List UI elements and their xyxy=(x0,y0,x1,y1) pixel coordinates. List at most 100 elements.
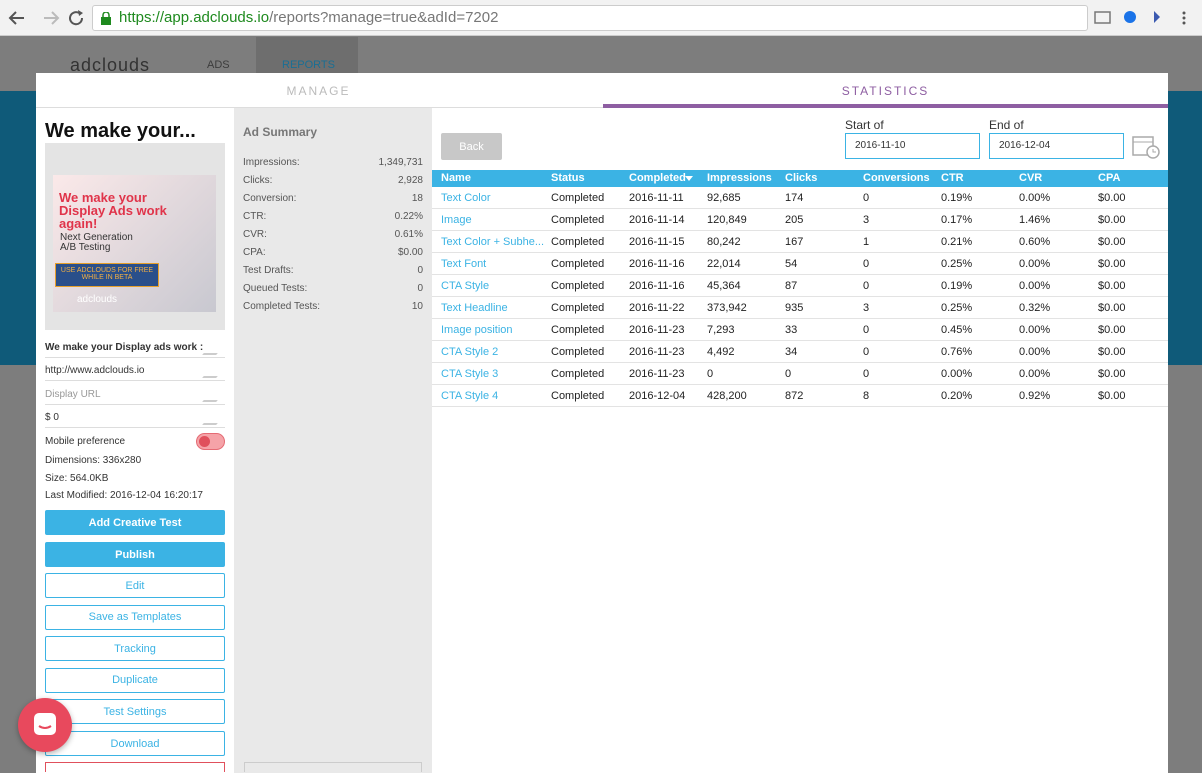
column-header[interactable]: CPA xyxy=(1098,172,1121,184)
table-cell: 0 xyxy=(863,258,870,270)
table-cell: 2016-11-16 xyxy=(629,258,685,270)
table-cell: 0.32% xyxy=(1019,302,1051,314)
test-name-link[interactable]: CTA Style 2 xyxy=(441,346,499,358)
mobile-label: Mobile preference xyxy=(45,436,126,447)
tab[interactable]: STATISTICS xyxy=(841,84,930,98)
test-name-link[interactable]: Text Color xyxy=(441,192,491,204)
action-button[interactable]: Duplicate xyxy=(45,667,225,693)
row-divider xyxy=(432,208,1168,209)
table-cell: $0.00 xyxy=(1098,258,1126,270)
preview-subline: Next Generation A/B Testing xyxy=(60,232,133,253)
column-header[interactable]: Completed xyxy=(629,172,686,184)
address-bar[interactable]: https://app.adclouds.io/reports?manage=t… xyxy=(92,5,1088,31)
column-header[interactable]: CVR xyxy=(1019,172,1043,184)
row-divider xyxy=(432,384,1168,385)
table-cell: 0.60% xyxy=(1019,236,1051,248)
table-cell: 120,849 xyxy=(707,214,747,226)
action-button[interactable]: Test Settings xyxy=(45,699,225,725)
start-date-input[interactable]: 2016-11-10 xyxy=(845,133,980,159)
extension-icons[interactable] xyxy=(1094,9,1194,27)
table-cell: 0.00% xyxy=(1019,368,1051,380)
chat-launcher[interactable] xyxy=(18,698,72,752)
test-name-link[interactable]: Image position xyxy=(441,324,513,336)
column-header[interactable]: Status xyxy=(551,172,585,184)
text-field[interactable]: Display URL xyxy=(45,385,225,405)
table-cell: 373,942 xyxy=(707,302,747,314)
column-header[interactable]: Clicks xyxy=(785,172,818,184)
table-cell: $0.00 xyxy=(1098,302,1126,314)
summary-label: CPA: xyxy=(243,247,266,258)
table-cell: $0.00 xyxy=(1098,280,1126,292)
table-cell: 22,014 xyxy=(707,258,741,270)
text-field[interactable]: http://www.adclouds.io xyxy=(45,361,225,381)
calendar-icon[interactable] xyxy=(1132,133,1161,160)
delete-button-partial[interactable] xyxy=(45,762,225,772)
back-button[interactable]: Back xyxy=(441,133,502,160)
table-cell: 2016-11-23 xyxy=(629,368,685,380)
primary-button[interactable]: Publish xyxy=(45,542,225,567)
table-cell: Completed xyxy=(551,258,605,270)
row-divider xyxy=(432,230,1168,231)
row-divider xyxy=(432,406,1168,407)
lock-icon xyxy=(101,12,111,25)
table-cell: 0.76% xyxy=(941,346,973,358)
test-name-link[interactable]: CTA Style 4 xyxy=(441,390,499,402)
test-name-link[interactable]: Text Headline xyxy=(441,302,508,314)
action-button[interactable]: Edit xyxy=(45,573,225,598)
table-cell: 92,685 xyxy=(707,192,741,204)
action-button[interactable]: Download xyxy=(45,731,225,756)
table-cell: 34 xyxy=(785,346,798,358)
test-name-link[interactable]: Text Font xyxy=(441,258,487,270)
table-cell: Completed xyxy=(551,302,605,314)
mobile-toggle[interactable] xyxy=(196,433,225,450)
table-cell: 174 xyxy=(785,192,804,204)
logo[interactable]: adclouds xyxy=(70,55,151,75)
primary-button[interactable]: Add Creative Test xyxy=(45,510,225,535)
sort-indicator[interactable] xyxy=(685,176,693,181)
table-cell: 0.92% xyxy=(1019,390,1051,402)
table-cell: 80,242 xyxy=(707,236,741,248)
table-cell: 167 xyxy=(785,236,804,248)
preview-cta: USE ADCLOUDS FOR FREE WHILE IN BETA xyxy=(55,263,159,287)
test-name-link[interactable]: Image xyxy=(441,214,472,226)
nav-buttons[interactable] xyxy=(8,8,88,28)
tab[interactable]: MANAGE xyxy=(286,84,351,98)
table-cell: $0.00 xyxy=(1098,346,1126,358)
column-header[interactable]: Conversions xyxy=(863,172,930,184)
test-name-link[interactable]: CTA Style xyxy=(441,280,490,292)
url-path: /reports?manage=true&adId=7202 xyxy=(269,9,499,26)
summary-label: CVR: xyxy=(243,229,267,240)
ad-info: Last Modified: 2016-12-04 16:20:17 xyxy=(45,490,203,501)
table-cell: 935 xyxy=(785,302,804,314)
summary-panel xyxy=(234,108,432,773)
action-button[interactable]: Save as Templates xyxy=(45,604,225,630)
column-header[interactable]: Impressions xyxy=(707,172,772,184)
nav-item[interactable]: ADS xyxy=(207,59,230,71)
row-divider xyxy=(432,362,1168,363)
summary-label: Queued Tests: xyxy=(243,283,308,294)
ad-preview: We make your Display Ads work again! Nex… xyxy=(53,175,216,312)
table-cell: 0.20% xyxy=(941,390,973,402)
table-cell: 33 xyxy=(785,324,798,336)
text-field[interactable]: $ 0 xyxy=(45,408,225,428)
summary-value: 0 xyxy=(417,283,423,294)
preview-brand: adclouds xyxy=(77,294,118,305)
table-cell: Completed xyxy=(551,390,605,402)
table-cell: 0.19% xyxy=(941,192,973,204)
end-date-input[interactable]: 2016-12-04 xyxy=(989,133,1124,159)
table-cell: 3 xyxy=(863,214,870,226)
table-cell: 0.25% xyxy=(941,302,973,314)
summary-title: Ad Summary xyxy=(243,125,318,139)
table-cell: 7,293 xyxy=(707,324,735,336)
table-cell: 87 xyxy=(785,280,798,292)
test-name-link[interactable]: Text Color + Subhe... xyxy=(441,236,545,248)
action-button[interactable]: Tracking xyxy=(45,636,225,662)
column-header[interactable]: CTR xyxy=(941,172,964,184)
tab-indicator xyxy=(603,104,1168,108)
column-header[interactable]: Name xyxy=(441,172,471,184)
nav-item[interactable]: REPORTS xyxy=(282,59,335,71)
text-field[interactable]: We make your Display ads work : xyxy=(45,338,225,358)
table-cell: 0.00% xyxy=(1019,324,1051,336)
summary-value: 0 xyxy=(417,265,423,276)
test-name-link[interactable]: CTA Style 3 xyxy=(441,368,499,380)
